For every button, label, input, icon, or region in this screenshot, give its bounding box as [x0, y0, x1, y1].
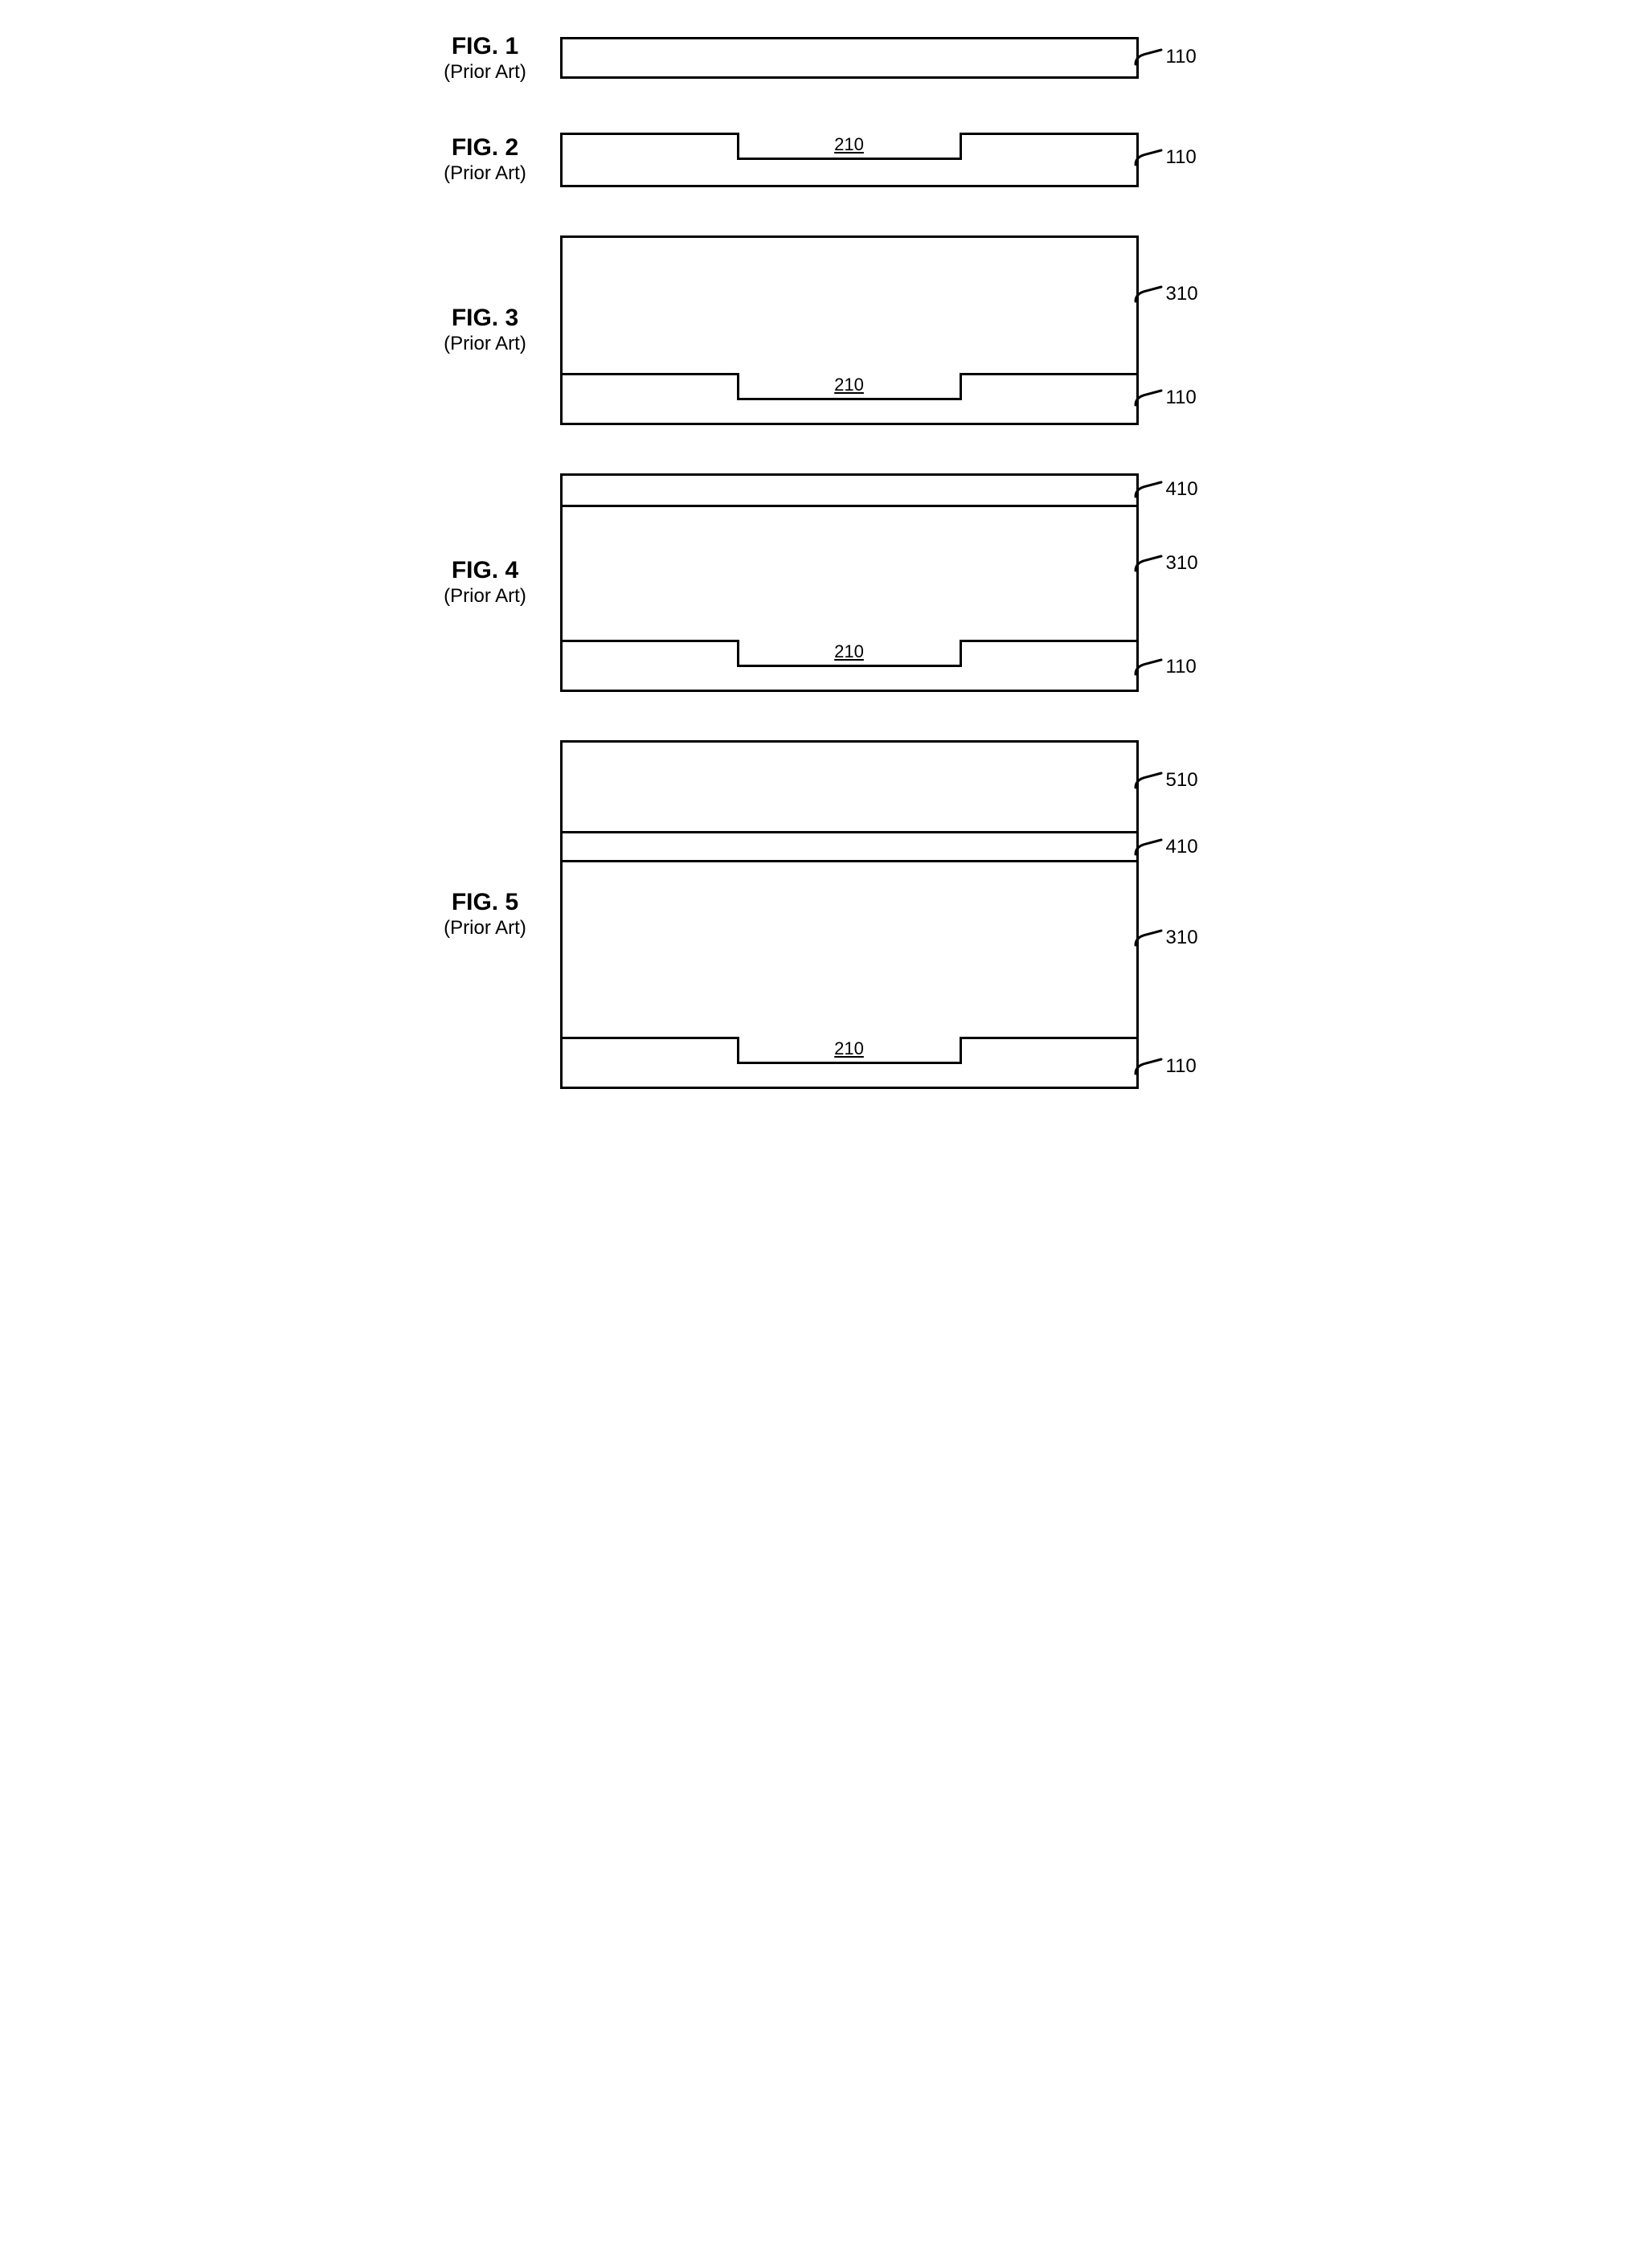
layer-310 [563, 860, 1136, 1037]
layer-stack [560, 37, 1139, 79]
figure-row-fig1: FIG. 1(Prior Art) 110 [417, 32, 1221, 84]
diagram: 210 310 110 [560, 235, 1221, 425]
figure-row-fig2: FIG. 2(Prior Art)210 110 [417, 133, 1221, 187]
callout-label: 110 [1166, 146, 1197, 169]
callout-310: 310 [1134, 552, 1198, 575]
callout-label: 310 [1166, 927, 1198, 949]
figure-label: FIG. 4(Prior Art) [417, 556, 554, 608]
figure-label: FIG. 3(Prior Art) [417, 304, 554, 356]
callout-label: 410 [1166, 478, 1198, 501]
figure-subtitle: (Prior Art) [417, 333, 554, 356]
figure-title: FIG. 5 [417, 888, 554, 917]
callout-110: 110 [1134, 146, 1197, 169]
layer-stack: 210 [560, 740, 1139, 1089]
layer-510 [563, 743, 1136, 831]
figure-title: FIG. 3 [417, 304, 554, 333]
diagram: 110 [560, 37, 1221, 79]
layer-110 [563, 39, 1136, 76]
figure-subtitle: (Prior Art) [417, 162, 554, 186]
layer-110: 210 [563, 640, 1136, 690]
layer-410 [563, 476, 1136, 505]
callout-110: 110 [1134, 656, 1197, 678]
callout-410: 410 [1134, 836, 1198, 858]
callout-110: 110 [1134, 387, 1197, 409]
layer-stack: 210 [560, 473, 1139, 692]
embedded-region: 210 [737, 133, 962, 160]
diagram: 210 410 310 110 [560, 473, 1221, 692]
callout-310: 310 [1134, 927, 1198, 949]
callout-110: 110 [1134, 1055, 1197, 1078]
callout-label: 510 [1166, 769, 1198, 792]
figure-row-fig5: FIG. 5(Prior Art)210 510 410 310 110 [417, 740, 1221, 1089]
embedded-region: 210 [737, 373, 962, 400]
figure-subtitle: (Prior Art) [417, 585, 554, 608]
callout-label: 110 [1166, 656, 1197, 678]
figure-title: FIG. 2 [417, 133, 554, 162]
figure-title: FIG. 1 [417, 32, 554, 61]
callout-label: 110 [1166, 1055, 1197, 1078]
figure-label: FIG. 2(Prior Art) [417, 133, 554, 186]
layer-310 [563, 238, 1136, 373]
layer-stack: 210 [560, 235, 1139, 425]
callout-110: 110 [1134, 46, 1197, 68]
embedded-region: 210 [737, 1037, 962, 1064]
figure-title: FIG. 4 [417, 556, 554, 585]
figure-subtitle: (Prior Art) [417, 61, 554, 84]
callout-310: 310 [1134, 283, 1198, 305]
figure-label: FIG. 5(Prior Art) [417, 888, 554, 940]
figure-row-fig4: FIG. 4(Prior Art)210 410 310 110 [417, 473, 1221, 692]
embedded-region: 210 [737, 640, 962, 667]
callout-label: 310 [1166, 283, 1198, 305]
layer-stack: 210 [560, 133, 1139, 187]
diagram: 210 110 [560, 133, 1221, 187]
diagram: 210 510 410 310 110 [560, 740, 1221, 1089]
layer-110: 210 [563, 1037, 1136, 1087]
callout-label: 110 [1166, 46, 1197, 68]
layer-110: 210 [563, 373, 1136, 423]
figure-row-fig3: FIG. 3(Prior Art)210 310 110 [417, 235, 1221, 425]
figure-subtitle: (Prior Art) [417, 917, 554, 940]
callout-510: 510 [1134, 769, 1198, 792]
callout-410: 410 [1134, 478, 1198, 501]
layer-110: 210 [563, 135, 1136, 185]
callout-label: 410 [1166, 836, 1198, 858]
layer-410 [563, 831, 1136, 860]
layer-310 [563, 505, 1136, 640]
figure-label: FIG. 1(Prior Art) [417, 32, 554, 84]
callout-label: 110 [1166, 387, 1197, 409]
callout-label: 310 [1166, 552, 1198, 575]
